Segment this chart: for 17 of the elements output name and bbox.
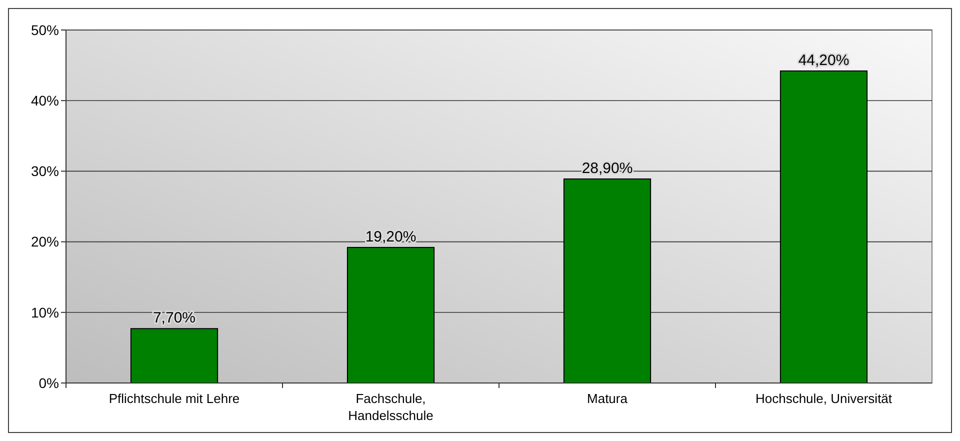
y-tick-label: 40% [30, 92, 59, 108]
y-tick-label: 50% [30, 22, 59, 38]
bar [346, 246, 435, 384]
data-label: 7,70% [152, 310, 196, 327]
y-tick-label: 30% [30, 163, 59, 180]
y-tick-label: 20% [30, 234, 59, 250]
x-tick-label: Pflichtschule mit Lehre [108, 391, 240, 406]
x-tick-label: Matura [587, 391, 628, 406]
bar [563, 178, 652, 384]
x-tick-label: Fachschule, Handelsschule [348, 391, 434, 423]
y-tick-label: 0% [38, 374, 59, 391]
data-label: 44,20% [798, 52, 850, 69]
data-label: 19,20% [365, 228, 416, 246]
bar [130, 328, 218, 384]
bar [780, 70, 868, 384]
x-tick-label: Hochschule, Universität [755, 391, 892, 406]
y-tick-label: 10% [30, 304, 59, 320]
